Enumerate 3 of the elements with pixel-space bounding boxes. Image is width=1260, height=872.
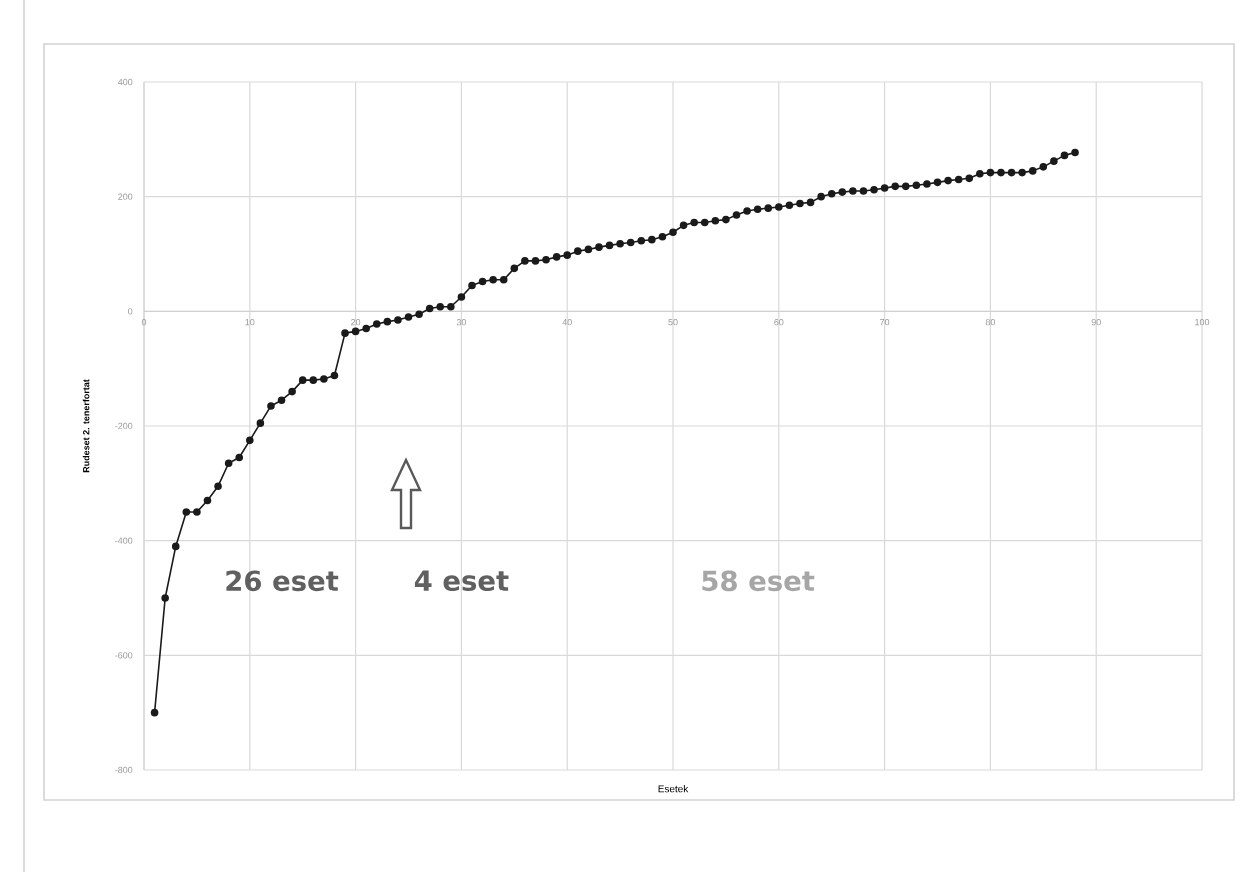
annotation: 4 eset (414, 570, 509, 592)
annotation: 26 eset (226, 570, 339, 592)
annotation: 58 eset (702, 570, 815, 592)
